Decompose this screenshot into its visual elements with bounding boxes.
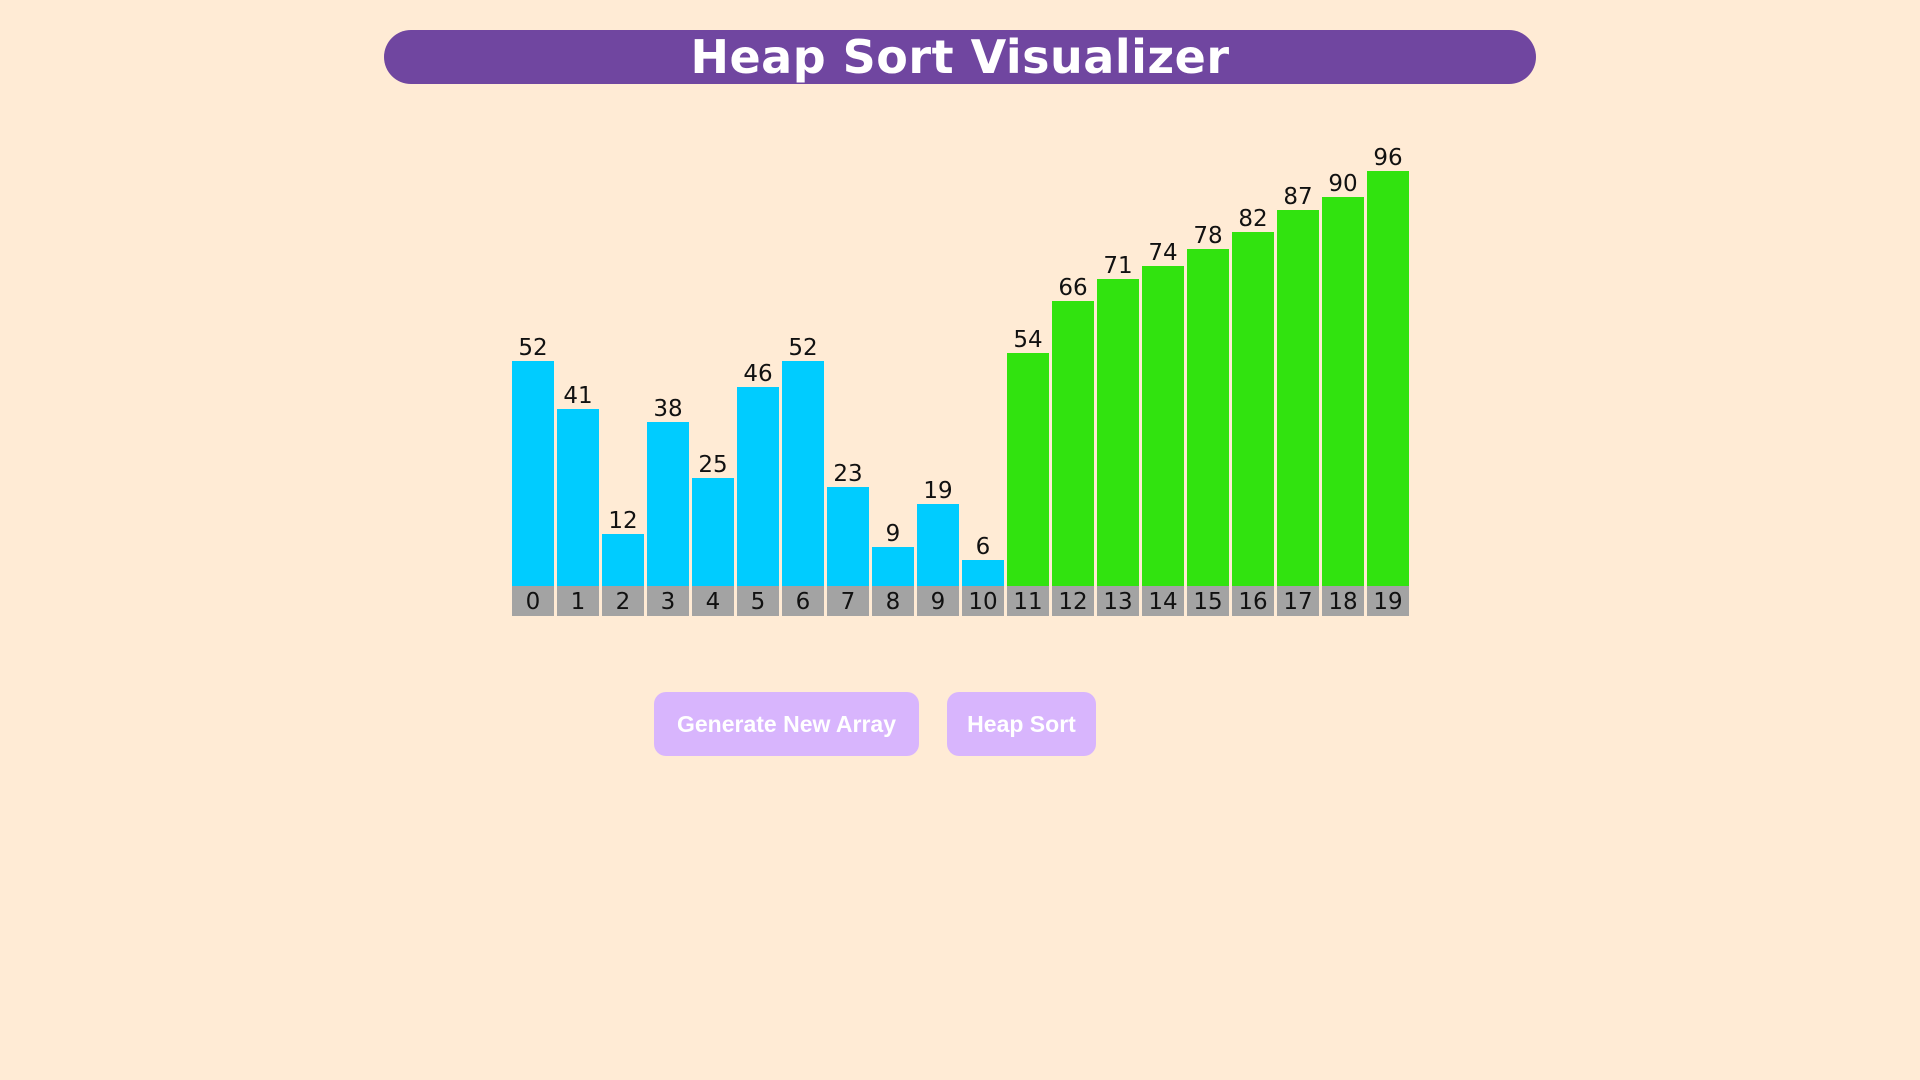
bar-column: 66 12 xyxy=(1052,120,1094,616)
bar-index-label: 4 xyxy=(692,586,734,616)
array-bar-chart: 52 0 41 1 12 2 38 3 25 4 46 5 52 6 23 7 9 8 19 9 6 10 54 11 66 12… xyxy=(512,120,1410,616)
bar-column: 25 4 xyxy=(692,120,734,616)
bar-index-label: 3 xyxy=(647,586,689,616)
bar-column: 23 7 xyxy=(827,120,869,616)
bar-column: 41 1 xyxy=(557,120,599,616)
bar-value-label: 46 xyxy=(743,361,773,387)
bar-value-label: 12 xyxy=(608,508,638,534)
bar xyxy=(1007,353,1049,586)
bar-value-label: 87 xyxy=(1283,184,1313,210)
bar-value-label: 74 xyxy=(1148,240,1178,266)
bar-column: 74 14 xyxy=(1142,120,1184,616)
bar-index-label: 11 xyxy=(1007,586,1049,616)
bar-column: 71 13 xyxy=(1097,120,1139,616)
bar-index-label: 12 xyxy=(1052,586,1094,616)
bar xyxy=(647,422,689,586)
bar-value-label: 66 xyxy=(1058,275,1088,301)
bar xyxy=(1097,279,1139,586)
title-bar: Heap Sort Visualizer xyxy=(384,30,1536,84)
bar xyxy=(737,387,779,586)
generate-new-array-button[interactable]: Generate New Array xyxy=(654,692,919,756)
bar-column: 90 18 xyxy=(1322,120,1364,616)
bar-index-label: 17 xyxy=(1277,586,1319,616)
bar-index-label: 13 xyxy=(1097,586,1139,616)
bar-value-label: 25 xyxy=(698,452,728,478)
bar-value-label: 78 xyxy=(1193,223,1223,249)
bar-value-label: 6 xyxy=(975,534,991,560)
bar-value-label: 96 xyxy=(1373,145,1403,171)
bar-index-label: 19 xyxy=(1367,586,1409,616)
bar xyxy=(512,361,554,586)
bar-index-label: 10 xyxy=(962,586,1004,616)
bar-value-label: 90 xyxy=(1328,171,1358,197)
bar-column: 54 11 xyxy=(1007,120,1049,616)
bar-index-label: 2 xyxy=(602,586,644,616)
bar-index-label: 6 xyxy=(782,586,824,616)
bar-column: 96 19 xyxy=(1367,120,1409,616)
bar-column: 46 5 xyxy=(737,120,779,616)
bar-column: 12 2 xyxy=(602,120,644,616)
bar-column: 82 16 xyxy=(1232,120,1274,616)
bar-column: 6 10 xyxy=(962,120,1004,616)
bar-column: 52 6 xyxy=(782,120,824,616)
bar xyxy=(872,547,914,586)
bar xyxy=(827,487,869,586)
bar xyxy=(1322,197,1364,586)
bar-index-label: 14 xyxy=(1142,586,1184,616)
bar xyxy=(1367,171,1409,586)
bar-value-label: 41 xyxy=(563,383,593,409)
controls: Generate New Array Heap Sort xyxy=(0,692,1920,756)
bar-column: 19 9 xyxy=(917,120,959,616)
bar-value-label: 52 xyxy=(788,335,818,361)
bar xyxy=(917,504,959,586)
bar xyxy=(1232,232,1274,586)
bar-index-label: 16 xyxy=(1232,586,1274,616)
bar xyxy=(1052,301,1094,586)
bar-value-label: 23 xyxy=(833,461,863,487)
bar-index-label: 5 xyxy=(737,586,779,616)
bar-index-label: 18 xyxy=(1322,586,1364,616)
bar-index-label: 0 xyxy=(512,586,554,616)
bar-index-label: 1 xyxy=(557,586,599,616)
bar-index-label: 15 xyxy=(1187,586,1229,616)
bar-value-label: 19 xyxy=(923,478,953,504)
bar-value-label: 71 xyxy=(1103,253,1133,279)
bar-index-label: 8 xyxy=(872,586,914,616)
bar xyxy=(962,560,1004,586)
bar-value-label: 54 xyxy=(1013,327,1043,353)
bar-column: 87 17 xyxy=(1277,120,1319,616)
page-title: Heap Sort Visualizer xyxy=(690,30,1230,84)
bar-index-label: 9 xyxy=(917,586,959,616)
bar-value-label: 82 xyxy=(1238,206,1268,232)
bar xyxy=(782,361,824,586)
bar xyxy=(1277,210,1319,586)
bar-value-label: 38 xyxy=(653,396,683,422)
bar-column: 52 0 xyxy=(512,120,554,616)
bar xyxy=(1142,266,1184,586)
bar xyxy=(1187,249,1229,586)
bar xyxy=(557,409,599,586)
bar xyxy=(602,534,644,586)
bar-index-label: 7 xyxy=(827,586,869,616)
bar-column: 38 3 xyxy=(647,120,689,616)
bar xyxy=(692,478,734,586)
bar-column: 78 15 xyxy=(1187,120,1229,616)
bar-value-label: 9 xyxy=(885,521,901,547)
bar-value-label: 52 xyxy=(518,335,548,361)
heap-sort-button[interactable]: Heap Sort xyxy=(947,692,1096,756)
